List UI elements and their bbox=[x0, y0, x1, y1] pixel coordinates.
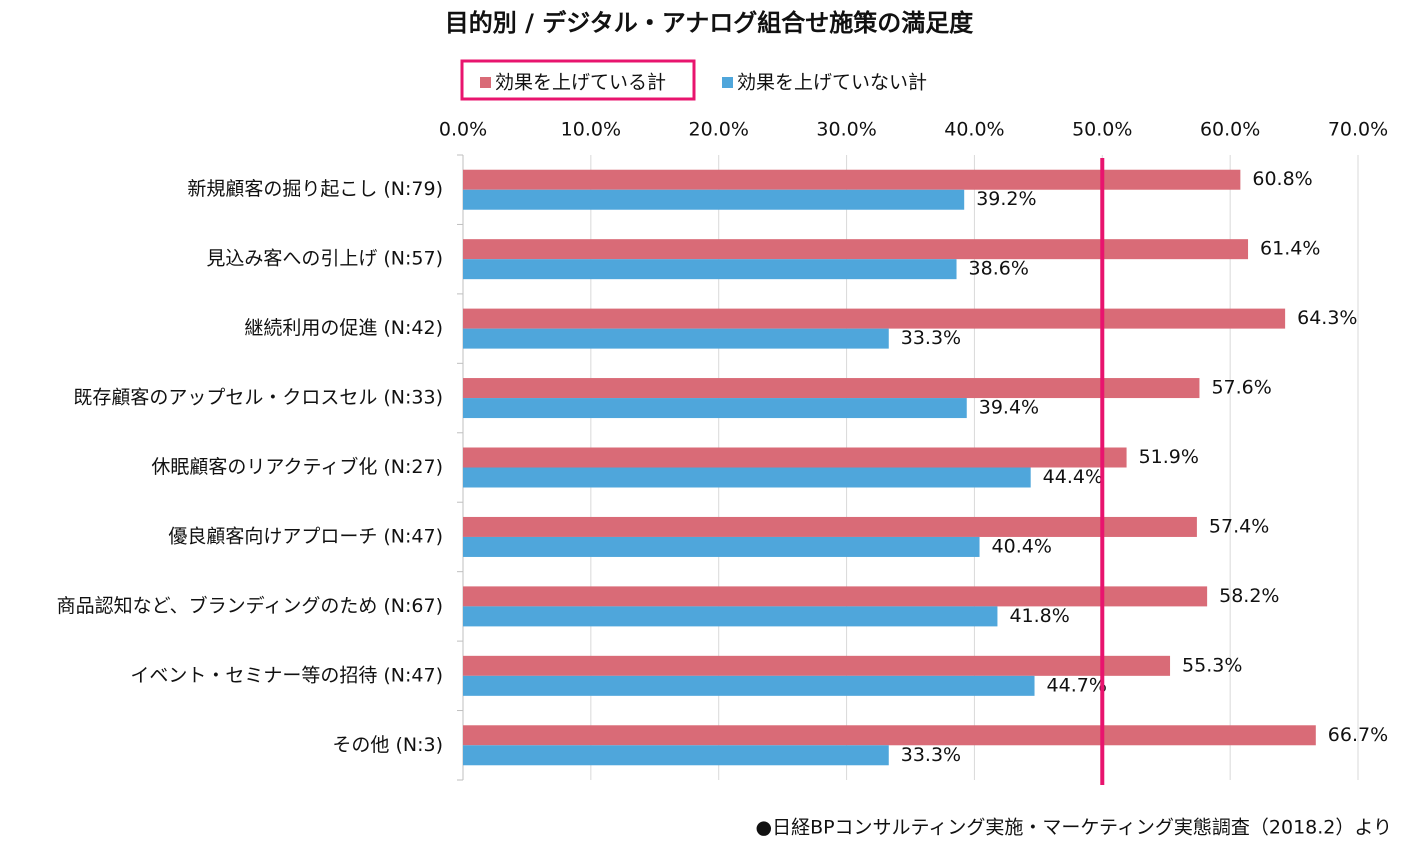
category-label: イベント・セミナー等の招待 (N:47) bbox=[130, 664, 443, 686]
value-label: 44.4% bbox=[1043, 466, 1103, 488]
note: ●日経BPコンサルティング実施・マーケティング実態調査（2018.2）より bbox=[755, 817, 1392, 839]
bar bbox=[463, 675, 1035, 696]
category-label: 優良顧客向けアプローチ (N:47) bbox=[168, 525, 443, 547]
value-label: 39.2% bbox=[976, 188, 1036, 210]
bar bbox=[463, 536, 980, 557]
bar bbox=[463, 655, 1171, 676]
category-label: 見込み客への引上げ (N:57) bbox=[206, 248, 443, 270]
legend-swatch bbox=[480, 77, 491, 88]
x-tick-label: 10.0% bbox=[561, 119, 621, 141]
bar bbox=[463, 308, 1286, 329]
x-tick-label: 0.0% bbox=[439, 119, 487, 141]
x-tick-label: 40.0% bbox=[944, 119, 1004, 141]
category-label: 商品認知など、ブランディングのため (N:67) bbox=[57, 594, 443, 617]
value-label: 66.7% bbox=[1328, 724, 1388, 746]
x-tick-label: 30.0% bbox=[816, 119, 876, 141]
bar bbox=[463, 586, 1208, 607]
bar bbox=[463, 745, 889, 766]
value-label: 39.4% bbox=[979, 397, 1039, 419]
legend-label: 効果を上げている計 bbox=[495, 72, 666, 94]
category-label: 既存顧客のアップセル・クロスセル (N:33) bbox=[73, 387, 443, 409]
bar bbox=[463, 467, 1031, 488]
bar bbox=[463, 189, 965, 210]
bar bbox=[463, 606, 998, 627]
value-label: 40.4% bbox=[992, 535, 1052, 557]
legend-label: 効果を上げていない計 bbox=[737, 72, 927, 94]
bar bbox=[463, 516, 1197, 537]
category-label: 継続利用の促進 (N:42) bbox=[244, 317, 443, 339]
x-tick-label: 60.0% bbox=[1200, 119, 1260, 141]
value-label: 60.8% bbox=[1252, 168, 1312, 190]
value-label: 33.3% bbox=[901, 744, 961, 766]
x-tick-label: 20.0% bbox=[689, 119, 749, 141]
bar bbox=[463, 725, 1316, 746]
legend-highlight bbox=[460, 59, 696, 101]
value-label: 64.3% bbox=[1297, 307, 1357, 329]
value-label: 33.3% bbox=[901, 327, 961, 349]
category-label: その他 (N:3) bbox=[332, 734, 443, 756]
value-label: 58.2% bbox=[1219, 585, 1279, 607]
bar bbox=[463, 447, 1127, 468]
bar bbox=[463, 328, 889, 349]
bar bbox=[463, 259, 957, 280]
value-label: 38.6% bbox=[969, 258, 1029, 280]
value-label: 51.9% bbox=[1139, 446, 1199, 468]
chart-title: 目的別 / デジタル・アナログ組合せ施策の満足度 bbox=[445, 9, 975, 37]
legend-swatch bbox=[722, 77, 733, 88]
bar bbox=[463, 398, 967, 419]
value-label: 41.8% bbox=[1009, 605, 1069, 627]
bar bbox=[463, 169, 1241, 190]
value-label: 55.3% bbox=[1182, 654, 1242, 676]
category-label: 新規顧客の掘り起こし (N:79) bbox=[187, 178, 443, 200]
bar bbox=[463, 378, 1200, 399]
x-tick-label: 50.0% bbox=[1072, 119, 1132, 141]
value-label: 44.7% bbox=[1047, 674, 1107, 696]
x-tick-label: 70.0% bbox=[1328, 119, 1388, 141]
value-label: 61.4% bbox=[1260, 238, 1320, 260]
value-label: 57.4% bbox=[1209, 515, 1269, 537]
bar bbox=[463, 239, 1249, 260]
value-label: 57.6% bbox=[1211, 377, 1271, 399]
category-label: 休眠顧客のリアクティブ化 (N:27) bbox=[151, 455, 443, 478]
